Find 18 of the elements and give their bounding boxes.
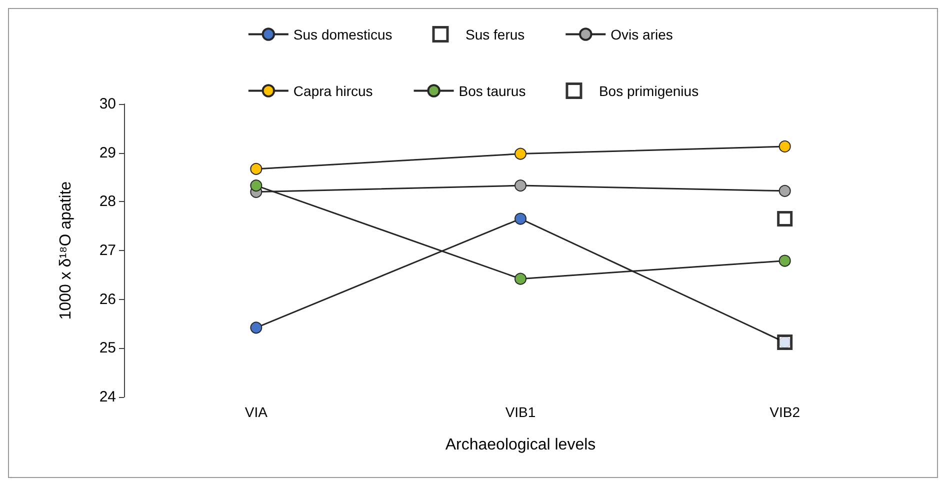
- x-tick-label: VIB1: [505, 404, 536, 420]
- y-tick-label: 24: [99, 388, 116, 406]
- y-tick-label: 27: [99, 242, 116, 259]
- legend-label: Bos primigenius: [598, 82, 699, 99]
- x-tick-label: VIB2: [770, 404, 800, 420]
- y-tick-label: 26: [99, 290, 116, 308]
- y-tick-label: 30: [99, 96, 116, 112]
- legend-label: Bos taurus: [458, 82, 526, 99]
- legend-label: Ovis aries: [610, 26, 673, 42]
- y-tick-label: 25: [99, 340, 116, 357]
- legend-label: Sus ferus: [466, 26, 525, 42]
- y-axis-title: 1000 x δ¹⁸O apatite: [58, 181, 74, 320]
- x-axis-title: Archaeological levels: [445, 436, 596, 454]
- y-tick-label: 29: [99, 144, 116, 162]
- legend-label: Sus domesticus: [293, 26, 392, 42]
- y-tick-label: 28: [99, 193, 116, 210]
- x-tick-label: VIA: [244, 404, 268, 420]
- legend-label: Capra hircus: [293, 82, 373, 99]
